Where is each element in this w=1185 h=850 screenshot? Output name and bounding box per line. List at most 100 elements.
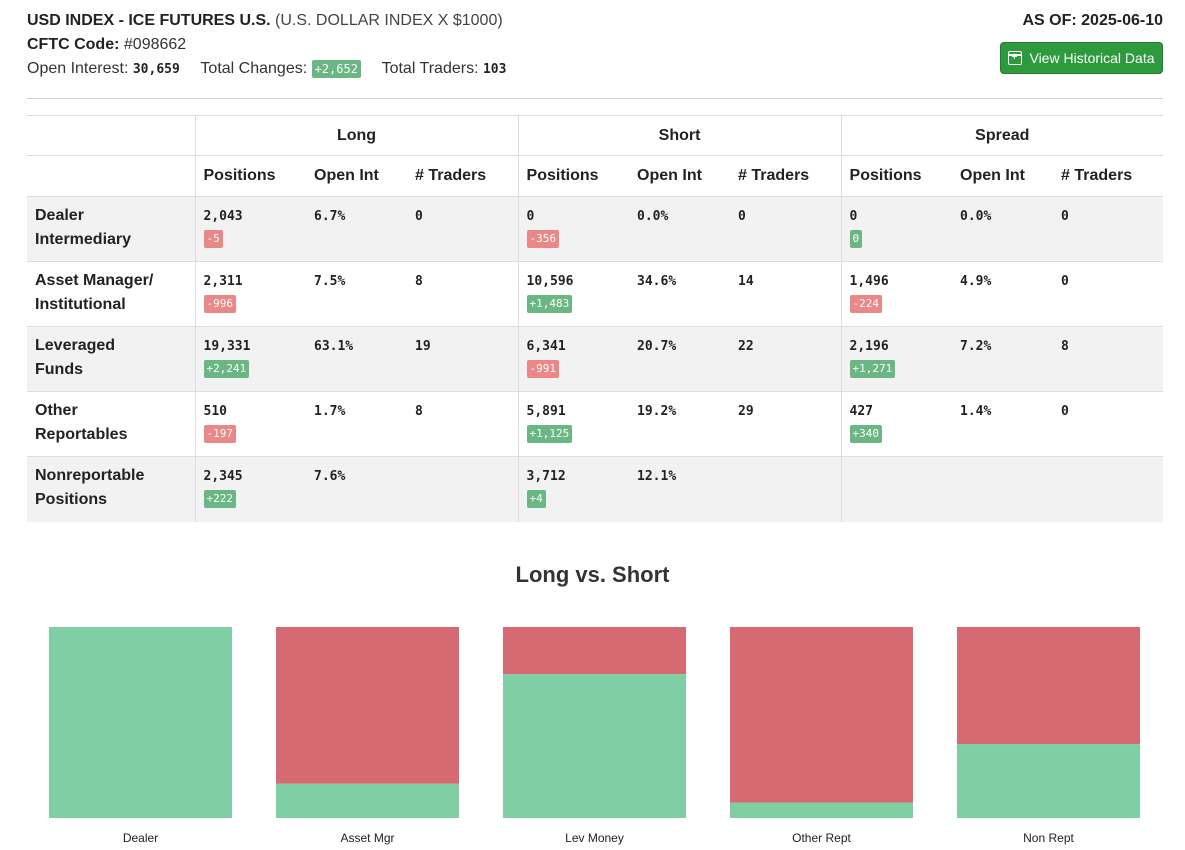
view-historical-data-button[interactable]: View Historical Data [1000,42,1163,74]
row-label-line2: Intermediary [35,231,132,248]
corner-cell [27,115,195,156]
spread-change-badge: -224 [849,295,883,313]
spread-change-badge: +340 [849,425,883,443]
long-traders-cell [407,456,519,522]
table-row: Other Reportables 510 -197 1.7% 8 5,891 +1,125 1… [27,391,1164,457]
category-tick-label: Asset Mgr [340,831,394,845]
group-header-spread: Spread [840,115,1164,156]
short-open-int-value: 34.6% [637,274,677,289]
long-positions-cell: 2,043 -5 [194,196,306,262]
row-label-line1: Other [35,402,78,419]
long-traders-value: 19 [415,339,431,354]
short-open-int-value: 20.7% [637,339,677,354]
spread-positions-value: 2,196 [849,339,889,354]
long-change-badge: -197 [203,425,236,443]
spread-open-int-cell: 0.0% [952,196,1054,262]
long-change-badge: +2,241 [203,360,250,378]
spread-open-int-value: 4.9% [960,274,992,289]
cftc-code-label: CFTC Code: [27,36,120,53]
table-row: Leveraged Funds 19,331 +2,241 63.1% 19 6,341 -9… [27,326,1164,392]
short-positions-cell: 3,712 +4 [517,456,630,522]
row-label-line1: Asset Manager/ [35,272,154,289]
row-label-line1: Leveraged [35,337,116,354]
total-changes-label: Total Changes: [200,60,308,77]
table-row: Dealer Intermediary 2,043 -5 6.7% 0 0 -356 0.0% 0… [27,196,1164,262]
short-open-int-value: 19.2% [637,404,677,419]
short-positions-value: 3,712 [526,469,566,484]
spread-positions-cell: 2,196 +1,271 [840,326,953,392]
short-traders-cell: 29 [730,391,842,457]
long-traders-value: 8 [415,404,423,419]
col-header-positions: Positions [517,155,630,197]
open-interest-value: 30,659 [132,62,180,77]
spread-open-int-value: 7.2% [960,339,992,354]
spread-change-badge: 0 [849,230,863,248]
short-positions-value: 5,891 [526,404,566,419]
table-row: Nonreportable Positions 2,345 +222 7.6% 3,712… [27,456,1164,522]
long-bar-segment [503,674,686,818]
short-open-int-cell: 0.0% [629,196,731,262]
spread-traders-cell: 8 [1053,326,1164,392]
col-header-open-int: Open Int [629,155,731,197]
spread-traders-cell: 0 [1053,196,1164,262]
spread-traders-cell [1053,456,1164,522]
short-positions-value: 6,341 [526,339,566,354]
report-title: USD INDEX - ICE FUTURES U.S. [27,12,271,29]
long-traders-cell: 8 [407,391,519,457]
positions-table: Long Short Spread Positions Open Int # T… [27,115,1164,522]
long-traders-value: 0 [415,209,423,224]
short-change-badge: -356 [526,230,560,248]
row-label: Asset Manager/Institutional [27,261,195,327]
long-change-badge: +222 [203,490,236,508]
group-header-long: Long [194,115,519,156]
short-traders-cell: 0 [730,196,842,262]
row-label-line2: Funds [35,361,83,378]
long-bar-segment [49,627,232,818]
spread-open-int-cell: 4.9% [952,261,1054,327]
short-traders-cell: 22 [730,326,842,392]
spread-traders-value: 0 [1061,209,1069,224]
short-traders-cell: 14 [730,261,842,327]
short-traders-value: 14 [738,274,754,289]
corner-cell [27,155,195,197]
cftc-code-line: CFTC Code: #098662 [27,35,506,59]
spread-change-badge: +1,271 [849,360,896,378]
spread-traders-value: 8 [1061,339,1069,354]
short-change-badge: +1,125 [526,425,573,443]
spread-positions-value: 0 [849,209,858,224]
short-positions-value: 0 [526,209,535,224]
short-open-int-cell: 34.6% [629,261,731,327]
long-change-badge: -5 [203,230,223,248]
long-bar-segment [276,783,459,818]
col-header-traders: # Traders [1053,155,1164,197]
row-label: Nonreportable Positions [27,456,195,522]
as-of-block: AS OF: 2025-06-10 [1022,11,1163,31]
long-open-int-cell: 7.6% [306,456,407,522]
total-traders-value: 103 [482,62,507,77]
long-open-int-cell: 63.1% [306,326,407,392]
as-of-date: AS OF: 2025-06-10 [1022,12,1163,29]
calendar-plus-icon [1008,51,1023,65]
row-label-line2: Institutional [35,296,126,313]
short-traders-value: 29 [738,404,754,419]
short-positions-cell: 0 -356 [517,196,630,262]
report-subtitle: (U.S. DOLLAR INDEX X $1000) [275,12,503,29]
short-open-int-cell: 19.2% [629,391,731,457]
row-label: Leveraged Funds [27,326,195,392]
spread-positions-cell [840,456,953,522]
row-label: Dealer Intermediary [27,196,195,262]
short-change-badge: -991 [526,360,560,378]
short-bar-segment [276,627,459,784]
spread-positions-value: 427 [849,404,874,419]
spread-traders-cell: 0 [1053,391,1164,457]
spread-open-int-cell: 7.2% [952,326,1054,392]
category-tick-label: Dealer [123,831,158,845]
row-label-line2: Positions [35,491,108,508]
long-open-int-value: 6.7% [314,209,346,224]
total-traders-label: Total Traders: [381,60,479,77]
long-open-int-value: 1.7% [314,404,346,419]
long-traders-cell: 19 [407,326,519,392]
short-positions-cell: 6,341 -991 [517,326,630,392]
spread-positions-cell: 1,496 -224 [840,261,953,327]
long-positions-cell: 2,345 +222 [194,456,306,522]
